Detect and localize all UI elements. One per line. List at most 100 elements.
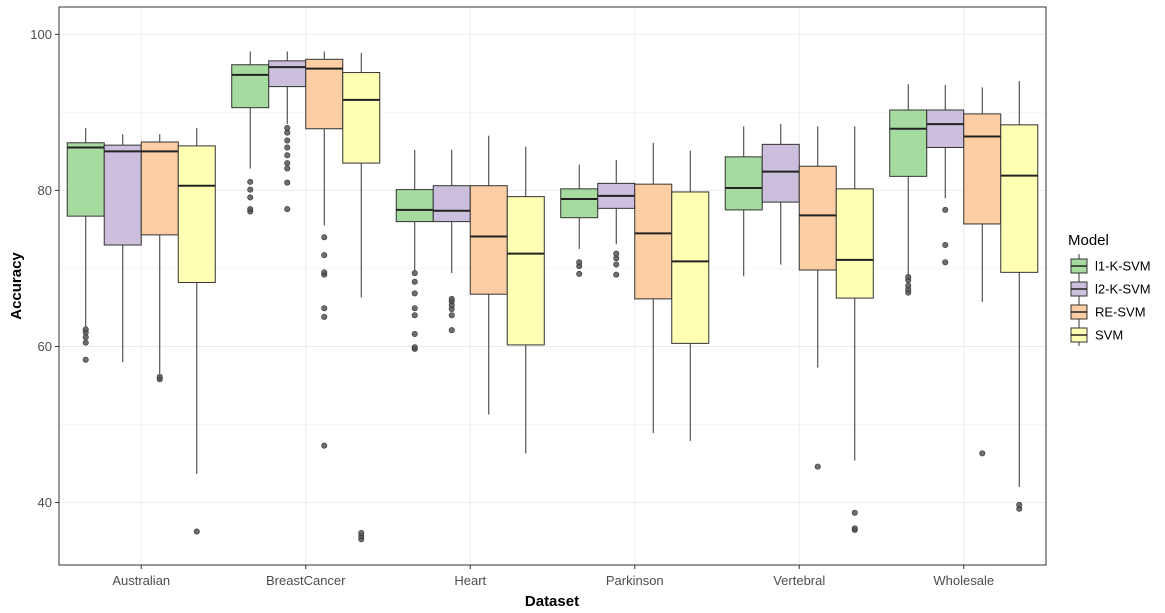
x-tick-label: Parkinson: [606, 573, 664, 588]
outlier-point: [321, 442, 328, 449]
outlier-point: [284, 165, 291, 172]
box-Australian-l2-K-SVM: [103, 134, 142, 363]
box-body: [103, 144, 142, 246]
outlier-point: [411, 305, 418, 312]
outlier-point: [247, 206, 254, 213]
outlier-point: [321, 305, 328, 312]
outlier-point: [321, 234, 328, 241]
outlier-point: [284, 144, 291, 151]
box-body: [560, 188, 599, 219]
outlier-point: [411, 344, 418, 351]
outlier-point: [193, 528, 200, 535]
panel-border: [58, 6, 1047, 566]
outlier-point: [247, 194, 254, 201]
box-Heart-l1-K-SVM: [395, 149, 434, 352]
outlier-point: [358, 530, 365, 537]
legend: Model l1-K-SVM l2-K-SVM RE-SVM SVM: [1068, 232, 1151, 346]
box-body: [671, 191, 710, 344]
legend-items: l1-K-SVM l2-K-SVM RE-SVM SVM: [1070, 254, 1151, 346]
outlier-point: [284, 137, 291, 144]
x-tick-label: Australian: [112, 573, 170, 588]
outlier-point: [613, 271, 620, 278]
outlier-point: [411, 312, 418, 319]
outlier-point: [284, 179, 291, 186]
x-axis-title: Dataset: [525, 593, 579, 610]
outlier-point: [82, 339, 89, 346]
box-body: [177, 145, 216, 283]
box-Australian-l1-K-SVM: [66, 127, 105, 363]
legend-label: l2-K-SVM: [1095, 282, 1151, 297]
outlier-point: [82, 356, 89, 363]
y-axis: 40 60 80 100: [30, 27, 59, 510]
outlier-point: [942, 206, 949, 213]
outlier-point: [156, 373, 163, 380]
box-Parkinson-l1-K-SVM: [560, 164, 599, 277]
box-Australian-SVM: [177, 127, 216, 535]
box-body: [140, 141, 179, 236]
outlier-point: [576, 270, 583, 277]
outlier-point: [851, 509, 858, 516]
box-body: [342, 72, 381, 164]
x-tick-label: Wholesale: [933, 573, 994, 588]
box-Heart-RE-SVM: [469, 135, 508, 415]
box-body: [231, 64, 270, 109]
box-Wholesale-l1-K-SVM: [889, 84, 928, 296]
box-Parkinson-l2-K-SVM: [597, 159, 636, 278]
outlier-point: [247, 186, 254, 193]
outlier-point: [979, 450, 986, 457]
x-tick-label: Heart: [454, 573, 486, 588]
outlier-point: [321, 269, 328, 276]
outlier-point: [851, 525, 858, 532]
legend-label: SVM: [1095, 328, 1123, 343]
outlier-point: [411, 278, 418, 285]
legend-item-l1-K-SVM: l1-K-SVM: [1070, 254, 1151, 277]
box-Wholesale-RE-SVM: [963, 87, 1002, 457]
box-Vertebral-l2-K-SVM: [761, 124, 800, 265]
outlier-point: [321, 252, 328, 259]
outlier-point: [284, 206, 291, 213]
box-body: [835, 188, 874, 299]
box-Parkinson-SVM: [671, 150, 710, 441]
outlier-point: [576, 259, 583, 266]
outlier-point: [411, 270, 418, 277]
box-body: [395, 189, 434, 223]
outlier-point: [905, 274, 912, 281]
y-tick-label: 40: [38, 495, 52, 510]
outlier-point: [448, 295, 455, 302]
outlier-point: [284, 152, 291, 159]
outlier-point: [942, 259, 949, 266]
y-axis-title: Accuracy: [8, 252, 25, 320]
outlier-point: [284, 160, 291, 167]
box-BreastCancer-RE-SVM: [305, 51, 344, 449]
x-tick-label: BreastCancer: [266, 573, 346, 588]
box-Vertebral-RE-SVM: [798, 126, 837, 470]
box-Heart-SVM: [506, 146, 545, 454]
legend-item-SVM: SVM: [1070, 323, 1123, 346]
box-BreastCancer-SVM: [342, 53, 381, 543]
legend-item-RE-SVM: RE-SVM: [1070, 300, 1146, 323]
boxes-layer: [66, 51, 1039, 543]
box-body: [432, 185, 471, 223]
outlier-point: [448, 327, 455, 334]
y-tick-label: 60: [38, 339, 52, 354]
box-body: [469, 185, 508, 295]
box-body: [798, 165, 837, 271]
box-body: [66, 142, 105, 217]
box-Vertebral-l1-K-SVM: [724, 126, 763, 277]
box-body: [889, 109, 928, 177]
box-body: [1000, 124, 1039, 273]
box-body: [268, 60, 307, 88]
outlier-point: [82, 326, 89, 333]
outlier-point: [247, 178, 254, 185]
outlier-point: [613, 250, 620, 257]
outlier-point: [411, 290, 418, 297]
x-tick-label: Vertebral: [773, 573, 825, 588]
box-body: [926, 109, 965, 148]
outlier-point: [814, 463, 821, 470]
box-body: [761, 143, 800, 203]
outlier-point: [1016, 501, 1023, 508]
x-axis: Australian BreastCancer Heart Parkinson Vert…: [112, 565, 994, 588]
outlier-point: [613, 261, 620, 268]
legend-label: l1-K-SVM: [1095, 259, 1151, 274]
